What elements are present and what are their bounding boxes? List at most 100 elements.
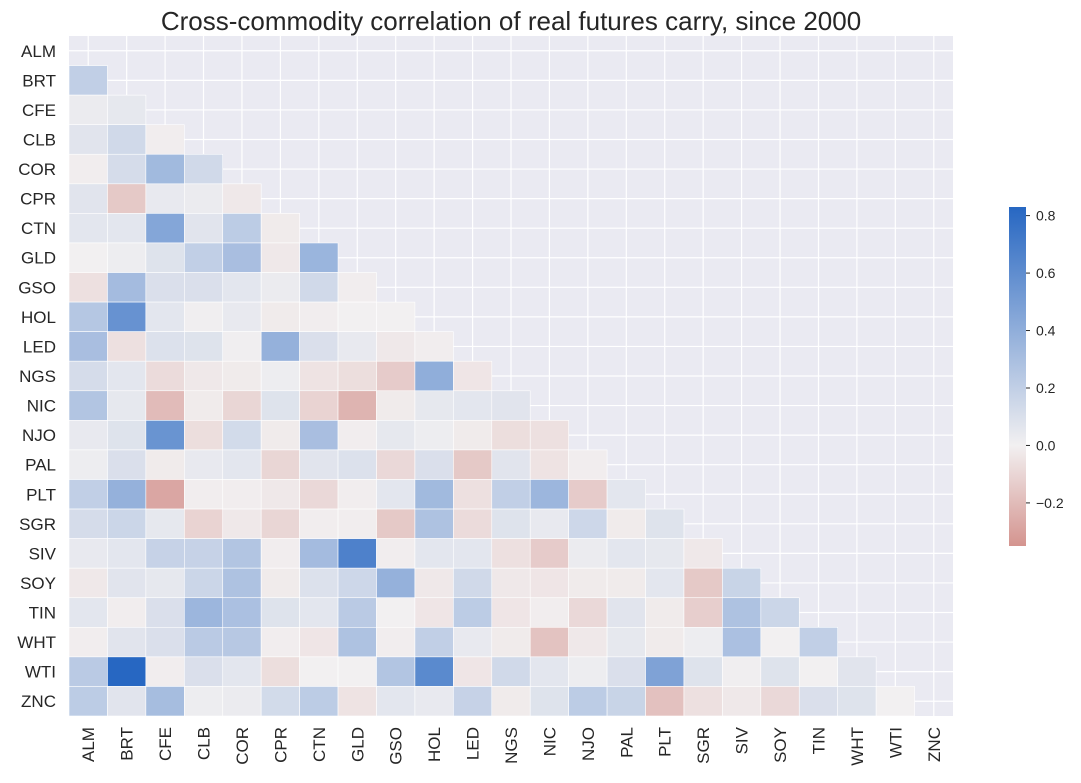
heatmap-cell-HOL-ALM — [68, 301, 108, 332]
heatmap-cell-HOL-CLB — [184, 301, 224, 332]
heatmap-cell-CLB-BRT — [107, 124, 147, 155]
heatmap-cell-GSO-CTN — [299, 272, 339, 303]
heatmap-cell-NIC-CPR — [260, 390, 300, 421]
heatmap-cell-LED-ALM — [68, 331, 108, 362]
heatmap-cell-LED-CFE — [145, 331, 185, 362]
heatmap-cell-LED-CTN — [299, 331, 339, 362]
heatmap-cell-SIV-CLB — [184, 538, 224, 569]
heatmap-cell-WHT-GSO — [376, 627, 416, 658]
heatmap-cell-HOL-CTN — [299, 301, 339, 332]
colorbar-tick-label: −0.2 — [1036, 495, 1064, 511]
heatmap-cell-SGR-GSO — [376, 508, 416, 539]
heatmap-cell-TIN-PAL — [606, 597, 646, 628]
heatmap-cell-NJO-HOL — [414, 420, 454, 451]
heatmap-cell-HOL-COR — [222, 301, 262, 332]
heatmap-cell-WHT-TIN — [798, 627, 838, 658]
heatmap-cell-PAL-GLD — [337, 449, 377, 480]
heatmap-cell-TIN-LED — [453, 597, 493, 628]
x-tick-label-CLB: CLB — [195, 727, 214, 760]
heatmap-cell-PAL-ALM — [68, 449, 108, 480]
heatmap-cell-PLT-NIC — [529, 479, 569, 510]
heatmap-cell-PLT-COR — [222, 479, 262, 510]
heatmap-cell-NGS-CTN — [299, 360, 339, 392]
heatmap-cell-NIC-NGS — [491, 390, 531, 421]
heatmap-cell-NJO-LED — [453, 420, 493, 451]
y-tick-label-WTI: WTI — [25, 663, 56, 682]
heatmap-cell-SIV-COR — [222, 538, 262, 569]
heatmap-cell-NGS-GLD — [337, 360, 377, 392]
heatmap-cell-GSO-GLD — [337, 272, 377, 303]
heatmap-cell-GSO-CPR — [260, 272, 300, 303]
heatmap-cell-NJO-GSO — [376, 420, 416, 451]
heatmap-cell-PAL-LED — [453, 449, 493, 480]
heatmap-cell-ZNC-SOY — [760, 686, 800, 717]
heatmap-cell-COR-CLB — [184, 153, 224, 185]
heatmap-cell-WTI-CPR — [260, 656, 300, 687]
heatmap-cell-NGS-HOL — [414, 360, 454, 392]
heatmap-cell-TIN-CFE — [145, 597, 185, 628]
heatmap-cell-SIV-NJO — [568, 538, 608, 569]
heatmap-cell-CTN-BRT — [107, 213, 147, 244]
heatmap-cell-PLT-LED — [453, 479, 493, 510]
heatmap-cell-TIN-ALM — [68, 597, 108, 628]
heatmap-cell-NJO-CTN — [299, 420, 339, 451]
heatmap-cell-SGR-ALM — [68, 508, 108, 539]
heatmap-cell-LED-GSO — [376, 331, 416, 362]
heatmap-cell-NJO-ALM — [68, 420, 108, 451]
colorbar-tick-label: 0.2 — [1036, 380, 1056, 396]
heatmap-cell-PAL-COR — [222, 449, 262, 480]
y-tick-label-ALM: ALM — [21, 42, 56, 61]
heatmap-cell-WHT-NIC — [529, 627, 569, 658]
heatmap-cell-TIN-NJO — [568, 597, 608, 628]
x-axis-labels: ALM BRT CFE CLB COR CPR CTN GLD GSO HOL LED NGS NIC N… — [79, 726, 944, 765]
heatmap-cell-TIN-CLB — [184, 597, 224, 628]
heatmap-cell-NGS-CLB — [184, 360, 224, 392]
heatmap-cell-PLT-BRT — [107, 479, 147, 510]
colorbar-tick-label: 0.6 — [1036, 265, 1056, 281]
y-tick-label-HOL: HOL — [21, 308, 56, 327]
heatmap-cell-SGR-NGS — [491, 508, 531, 539]
heatmap-cell-CTN-COR — [222, 213, 262, 244]
heatmap-cell-LED-BRT — [107, 331, 147, 362]
x-tick-label-GSO: GSO — [387, 727, 406, 765]
heatmap-cell-NJO-GLD — [337, 420, 377, 451]
heatmap-cell-GLD-CFE — [145, 242, 185, 273]
colorbar-gradient — [1009, 207, 1026, 546]
heatmap-cell-PLT-GSO — [376, 479, 416, 510]
heatmap-cell-PAL-BRT — [107, 449, 147, 480]
heatmap-cell-SOY-ALM — [68, 567, 108, 599]
heatmap-cell-SOY-NGS — [491, 567, 531, 599]
heatmap-cell-COR-BRT — [107, 153, 147, 185]
heatmap-cell-WTI-PLT — [645, 656, 685, 687]
heatmap-cell-WTI-HOL — [414, 656, 454, 687]
heatmap-cell-SOY-PAL — [606, 567, 646, 599]
heatmap-cell-WTI-NGS — [491, 656, 531, 687]
heatmap-cell-HOL-CPR — [260, 301, 300, 332]
heatmap-cell-WHT-LED — [453, 627, 493, 658]
heatmap-cell-ZNC-NJO — [568, 686, 608, 717]
heatmap-cell-WHT-CFE — [145, 627, 185, 658]
heatmap-cell-HOL-GLD — [337, 301, 377, 332]
heatmap-cell-SOY-SIV — [722, 567, 762, 599]
heatmap-cell-NIC-LED — [453, 390, 493, 421]
heatmap-cell-ZNC-SGR — [683, 686, 723, 717]
x-tick-label-WTI: WTI — [886, 727, 905, 758]
x-tick-label-GLD: GLD — [348, 727, 367, 762]
heatmap-cell-ZNC-CLB — [184, 686, 224, 717]
heatmap-cell-NJO-CLB — [184, 420, 224, 451]
heatmap-cell-ZNC-ALM — [68, 686, 108, 717]
heatmap-cells — [68, 65, 915, 717]
heatmap-cell-SGR-NIC — [529, 508, 569, 539]
heatmap-cell-ZNC-GLD — [337, 686, 377, 717]
heatmap-cell-WTI-SGR — [683, 656, 723, 687]
heatmap-cell-WTI-NJO — [568, 656, 608, 687]
heatmap-cell-WTI-PAL — [606, 656, 646, 687]
x-tick-label-LED: LED — [464, 727, 483, 760]
heatmap-cell-LED-COR — [222, 331, 262, 362]
heatmap-cell-NIC-CFE — [145, 390, 185, 421]
heatmap-cell-TIN-SGR — [683, 597, 723, 628]
y-tick-label-NGS: NGS — [19, 367, 56, 386]
heatmap-cell-WTI-GSO — [376, 656, 416, 687]
heatmap-cell-TIN-CPR — [260, 597, 300, 628]
x-tick-label-PLT: PLT — [656, 727, 675, 757]
